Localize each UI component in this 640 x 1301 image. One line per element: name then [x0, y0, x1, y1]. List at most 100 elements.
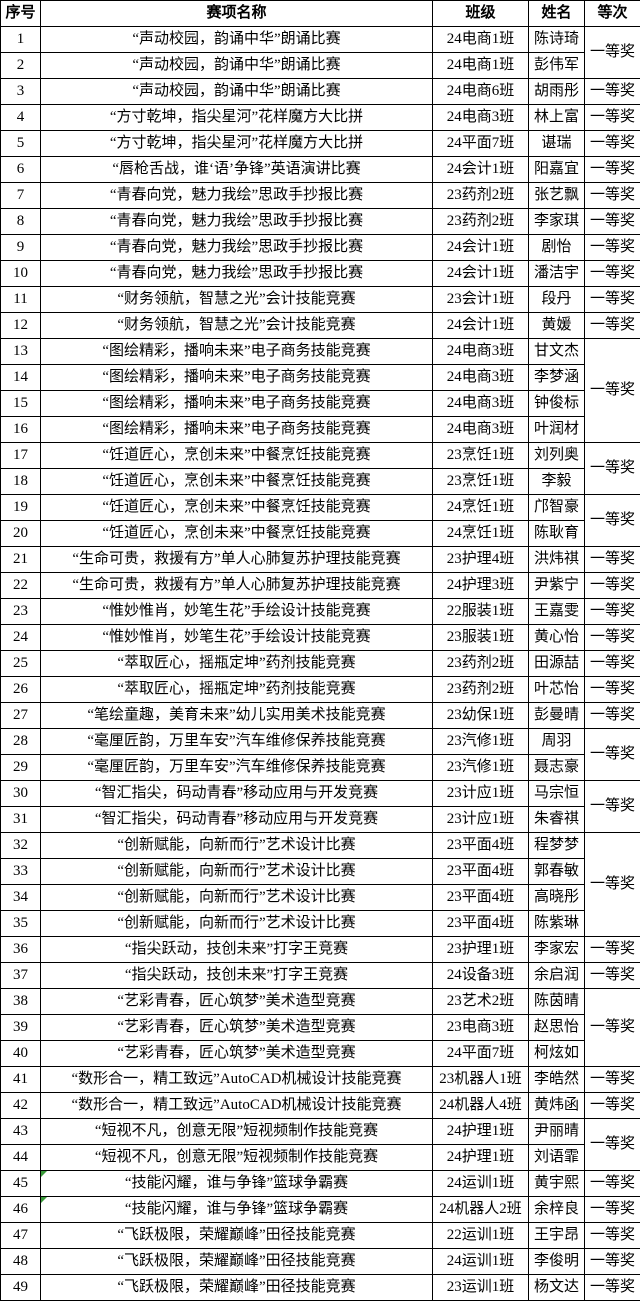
cell-event: “声动校园，韵诵中华”朗诵比赛	[40, 78, 433, 105]
cell-event: “财务领航，智慧之光”会计技能竞赛	[40, 312, 433, 339]
cell-award: 一等奖	[584, 702, 640, 729]
cell-no: 42	[0, 1092, 41, 1119]
cell-event: “图绘精彩，播响未来”电子商务技能竞赛	[40, 390, 433, 417]
cell-no: 17	[0, 442, 41, 469]
cell-event: “飞跃极限，荣耀巅峰”田径技能竞赛	[40, 1222, 433, 1249]
cell-student: 李皓然	[528, 1066, 585, 1093]
cell-event: “短视不凡，创意无限”短视频制作技能竞赛	[40, 1118, 433, 1145]
cell-no: 43	[0, 1118, 41, 1145]
cell-class: 24电商3班	[432, 364, 529, 391]
cell-class: 23药剂2班	[432, 182, 529, 209]
cell-student: 柯炫如	[528, 1040, 585, 1067]
col-header-award: 等次	[584, 0, 640, 27]
cell-class: 23计应1班	[432, 806, 529, 833]
cell-no: 41	[0, 1066, 41, 1093]
cell-event: “艺彩青春，匠心筑梦”美术造型竞赛	[40, 1014, 433, 1041]
cell-student: 谌瑞	[528, 130, 585, 157]
cell-event: “唇枪舌战，谁‘语’争锋”英语演讲比赛	[40, 156, 433, 183]
table-row: 47 “飞跃极限，荣耀巅峰”田径技能竞赛 22运训1班 王宇昂 一等奖	[0, 1222, 640, 1249]
cell-class: 23服装1班	[432, 624, 529, 651]
table-row: 28 “毫厘匠韵，万里车安”汽车维修保养技能竞赛 23汽修1班 周羽 一等奖	[0, 728, 640, 781]
cell-event: “技能闪耀，谁与争锋”篮球争霸赛	[40, 1170, 433, 1197]
table-row: 33 “创新赋能，向新而行”艺术设计比赛 23平面4班 郭春敏	[0, 858, 640, 885]
cell-event: “饪道匠心，烹创未来”中餐烹饪技能竞赛	[40, 520, 433, 547]
table-row: 7 “青春向党，魅力我绘”思政手抄报比赛 23药剂2班 张艺飘 一等奖	[0, 182, 640, 209]
cell-class: 23电商3班	[432, 1014, 529, 1041]
cell-class: 23机器人1班	[432, 1066, 529, 1093]
cell-student: 陈耿育	[528, 520, 585, 547]
cell-no: 45	[0, 1170, 41, 1197]
cell-no: 49	[0, 1274, 41, 1301]
cell-student: 彭曼晴	[528, 702, 585, 729]
cell-award: 一等奖	[584, 338, 640, 443]
table-row: 22 “生命可贵，救援有方”单人心肺复苏护理技能竞赛 24护理3班 尹紫宁 一等奖	[0, 572, 640, 599]
cell-class: 23运训1班	[432, 1274, 529, 1301]
cell-class: 24电商3班	[432, 416, 529, 443]
cell-class: 24会计1班	[432, 156, 529, 183]
cell-student: 杨文达	[528, 1274, 585, 1301]
cell-student: 彭伟军	[528, 52, 585, 79]
cell-student: 黄炜函	[528, 1092, 585, 1119]
cell-award: 一等奖	[584, 1248, 640, 1275]
cell-student: 林上富	[528, 104, 585, 131]
cell-student: 尹紫宁	[528, 572, 585, 599]
cell-event: “饪道匠心，烹创未来”中餐烹饪技能竞赛	[40, 468, 433, 495]
cell-award: 一等奖	[584, 312, 640, 339]
cell-class: 24电商3班	[432, 104, 529, 131]
cell-award: 一等奖	[584, 546, 640, 573]
cell-class: 24会计1班	[432, 312, 529, 339]
table-row: 3 “声动校园，韵诵中华”朗诵比赛 24电商6班 胡雨彤 一等奖	[0, 78, 640, 105]
cell-class: 24运训1班	[432, 1248, 529, 1275]
cell-event: “惟妙惟肖，妙笔生花”手绘设计技能竞赛	[40, 624, 433, 651]
cell-student: 聂志豪	[528, 754, 585, 781]
header-row: 序号 赛项名称 班级 姓名 等次	[0, 0, 640, 27]
cell-no: 48	[0, 1248, 41, 1275]
cell-award: 一等奖	[584, 104, 640, 131]
cell-class: 23汽修1班	[432, 754, 529, 781]
cell-class: 24平面7班	[432, 1040, 529, 1067]
col-header-no: 序号	[0, 0, 41, 27]
cell-student: 刘列奥	[528, 442, 585, 469]
cell-no: 11	[0, 286, 41, 313]
cell-award: 一等奖	[584, 286, 640, 313]
cell-class: 24烹饪1班	[432, 520, 529, 547]
cell-no: 46	[0, 1196, 41, 1223]
cell-student: 程梦梦	[528, 832, 585, 859]
cell-event: “创新赋能，向新而行”艺术设计比赛	[40, 832, 433, 859]
table-row: 10 “青春向党，魅力我绘”思政手抄报比赛 24会计1班 潘洁宇 一等奖	[0, 260, 640, 287]
cell-class: 24会计1班	[432, 234, 529, 261]
cell-student: 张艺飘	[528, 182, 585, 209]
cell-no: 3	[0, 78, 41, 105]
cell-class: 22服装1班	[432, 598, 529, 625]
table-row: 9 “青春向党，魅力我绘”思政手抄报比赛 24会计1班 剧怡 一等奖	[0, 234, 640, 261]
cell-no: 21	[0, 546, 41, 573]
table-row: 32 “创新赋能，向新而行”艺术设计比赛 23平面4班 程梦梦 一等奖	[0, 832, 640, 937]
cell-student: 黄宇熙	[528, 1170, 585, 1197]
cell-no: 13	[0, 338, 41, 365]
cell-student: 朱睿祺	[528, 806, 585, 833]
cell-no: 6	[0, 156, 41, 183]
cell-event: “艺彩青春，匠心筑梦”美术造型竞赛	[40, 1040, 433, 1067]
cell-event: “惟妙惟肖，妙笔生花”手绘设计技能竞赛	[40, 598, 433, 625]
cell-event: “数形合一，精工致远”AutoCAD机械设计技能竞赛	[40, 1066, 433, 1093]
cell-award: 一等奖	[584, 156, 640, 183]
cell-award: 一等奖	[584, 1118, 640, 1171]
cell-student: 潘洁宇	[528, 260, 585, 287]
table-row: 13 “图绘精彩，播响未来”电子商务技能竞赛 24电商3班 甘文杰 一等奖	[0, 338, 640, 443]
cell-no: 14	[0, 364, 41, 391]
cell-no: 12	[0, 312, 41, 339]
cell-event: “智汇指尖，码动青春”移动应用与开发竞赛	[40, 806, 433, 833]
table-row: 35 “创新赋能，向新而行”艺术设计比赛 23平面4班 陈紫琳	[0, 910, 640, 937]
cell-event: “方寸乾坤，指尖星河”花样魔方大比拼	[40, 130, 433, 157]
cell-class: 24会计1班	[432, 260, 529, 287]
cell-class: 23会计1班	[432, 286, 529, 313]
cell-no: 32	[0, 832, 41, 859]
table-row: 4 “方寸乾坤，指尖星河”花样魔方大比拼 24电商3班 林上富 一等奖	[0, 104, 640, 131]
table-row: 42 “数形合一，精工致远”AutoCAD机械设计技能竞赛 24机器人4班 黄炜函 一等…	[0, 1092, 640, 1119]
table-row: 11 “财务领航，智慧之光”会计技能竞赛 23会计1班 段丹 一等奖	[0, 286, 640, 313]
col-header-class: 班级	[432, 0, 529, 27]
cell-award: 一等奖	[584, 832, 640, 937]
cell-award: 一等奖	[584, 234, 640, 261]
cell-student: 赵思怡	[528, 1014, 585, 1041]
table-row: 15 “图绘精彩，播响未来”电子商务技能竞赛 24电商3班 钟俊标	[0, 390, 640, 417]
